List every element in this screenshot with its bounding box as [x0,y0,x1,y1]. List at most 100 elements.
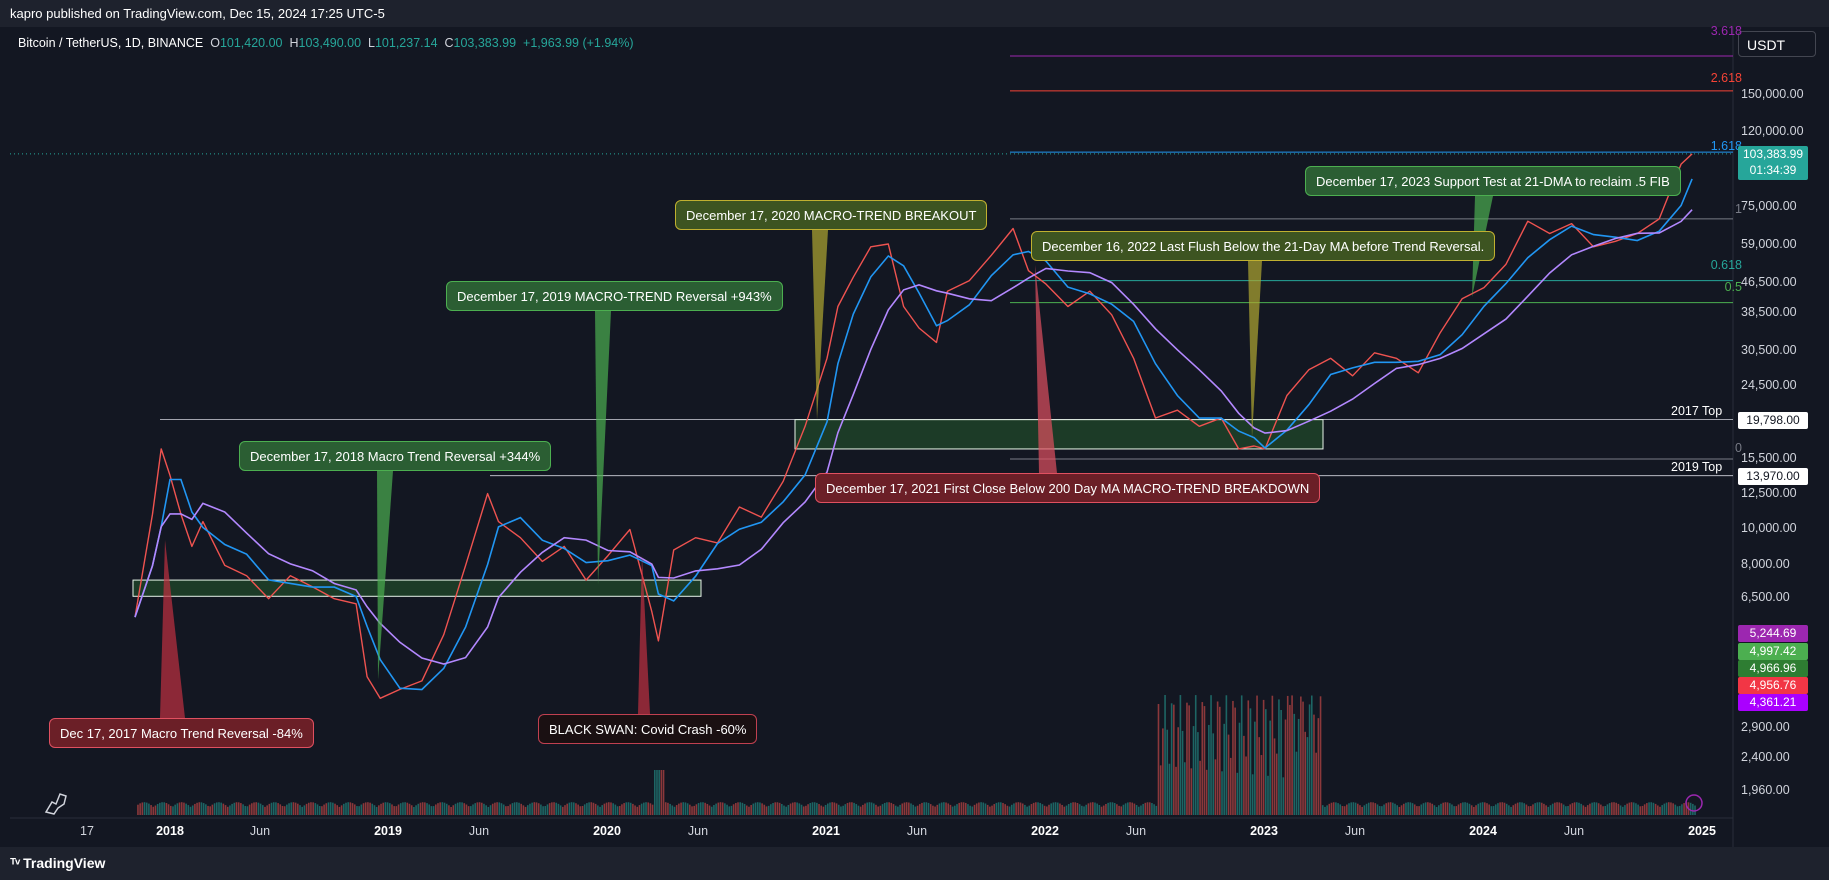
volume-bar [789,803,792,815]
support-zone-2021-2023 [794,419,1324,450]
volume-bar [224,805,227,815]
volume-bar [237,802,240,815]
annotation-2023-support[interactable]: December 17, 2023 Support Test at 21-DMA… [1305,166,1681,196]
volume-bar [1072,802,1074,815]
volume-bar [568,802,571,815]
brand-name: TradingView [23,855,106,871]
volume-bar [1102,805,1105,815]
price-chart[interactable] [0,27,1829,847]
volume-bar [592,802,595,815]
volume-bar [846,802,849,815]
annotation-2021-breakdown[interactable]: December 17, 2021 First Close Below 200 … [815,473,1321,503]
volume-bar [323,804,325,815]
volume-bar [1646,803,1648,815]
volume-bar [1446,802,1449,815]
volume-bar [1339,804,1342,815]
volume-bar [610,802,612,815]
volume-bar [1328,803,1331,815]
volume-bar [1663,803,1666,815]
volume-bar [805,805,807,815]
volume-bar [1173,704,1175,815]
volume-bar [1470,805,1473,815]
volume-bar [785,806,787,815]
volume-bar [581,805,584,815]
volume-bar [1438,805,1440,815]
volume-bar [1262,699,1265,815]
volume-bar [1562,804,1565,815]
volume-bar [844,804,847,815]
volume-bar [277,803,279,815]
price-tick: 12,500.00 [1741,486,1797,500]
volume-bar [213,803,216,815]
volume-bar [448,805,450,815]
fib-label-1: 1 [1735,202,1742,216]
volume-bar [148,803,150,815]
support-zone-2018-2020 [132,579,702,597]
annotation-covid-crash[interactable]: BLACK SWAN: Covid Crash -60% [538,714,758,744]
volume-bar [191,805,194,815]
annotation-2022-flush[interactable]: December 16, 2022 Last Flush Below the 2… [1031,231,1496,261]
volume-bar [288,803,290,815]
volume-bar [511,803,514,815]
volume-bar [437,803,439,815]
volume-bar [1575,802,1578,815]
volume-bar [1236,772,1239,815]
volume-bar [410,805,413,815]
annotation-2018-reversal[interactable]: December 17, 2018 Macro Trend Reversal +… [239,441,552,471]
volume-bar [439,802,441,815]
volume-bar [391,804,393,815]
current-price: 103,383.99 [1742,147,1804,161]
volume-bar [332,802,334,815]
volume-bar [1024,804,1026,815]
volume-bar [724,803,726,815]
annotation-2020-breakout[interactable]: December 17, 2020 MACRO-TREND BREAKOUT [675,200,988,230]
volume-bar [540,804,542,815]
volume-bar [1081,805,1083,815]
volume-bar [706,803,709,815]
volume-bar [1148,802,1151,815]
volume-bar [1083,806,1085,815]
volume-bar [1144,802,1147,815]
volume-bar [165,803,168,815]
volume-bar [559,805,562,815]
volume-bar [1501,802,1504,815]
volume-bar [1286,695,1289,815]
volume-bar [1492,806,1495,815]
volume-bar [1300,696,1302,815]
volume-bar [721,802,724,815]
volume-bar [474,803,477,815]
volume-bar [1043,805,1046,815]
volume-bar [1275,753,1278,815]
volume-bar [658,770,660,815]
close-value: 103,383.99 [453,36,517,50]
volume-bar [1529,806,1532,815]
volume-bar [141,802,144,815]
price-tick: 10,000.00 [1741,521,1797,535]
volume-bar [1289,704,1291,815]
volume-bar [1435,806,1438,815]
volume-bar [312,802,314,815]
volume-bar [588,802,590,815]
volume-bar [750,805,752,815]
published-text: kapro published on TradingView.com, Dec … [10,6,385,21]
volume-bar [1348,803,1350,815]
volume-bar [618,805,621,815]
volume-bar [726,804,728,815]
volume-bar [1494,804,1497,815]
volume-bar [1227,734,1230,815]
annotation-2019-reversal[interactable]: December 17, 2019 MACRO-TREND Reversal +… [446,281,783,311]
volume-bar [982,802,985,815]
annotation-2017-reversal[interactable]: Dec 17, 2017 Macro Trend Reversal -84% [49,718,314,748]
volume-bar [562,806,564,815]
volume-bar [1004,804,1006,815]
volume-bar [693,805,696,815]
volume-bar [772,802,774,815]
currency-selector[interactable]: USDT [1738,31,1816,57]
tradingview-logo[interactable]: ᵀᵛ TradingView [10,855,105,871]
volume-bar [1085,804,1088,815]
volume-bar [925,802,928,815]
volume-bar [564,805,566,815]
volume-bar [1453,806,1455,815]
volume-bar [1678,805,1681,815]
volume-bar [984,803,987,815]
